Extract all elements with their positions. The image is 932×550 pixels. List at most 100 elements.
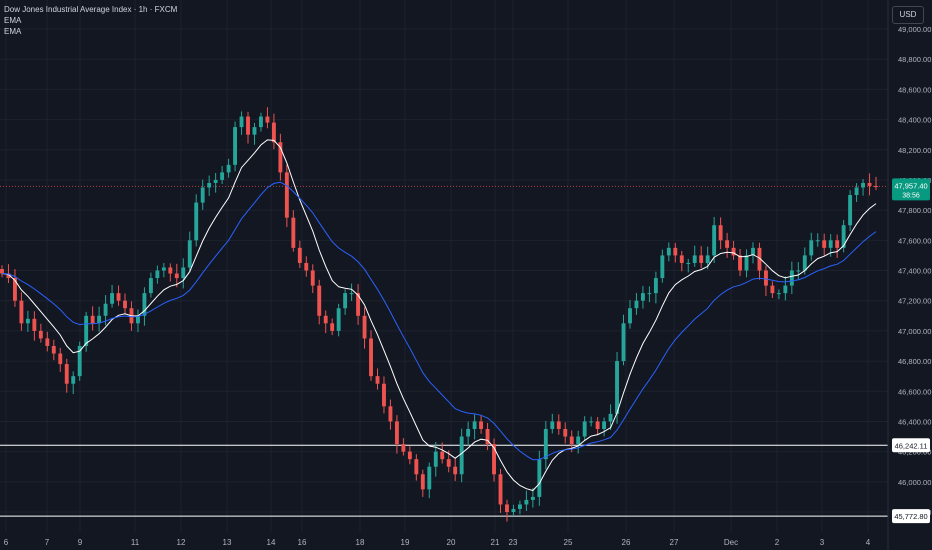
legend-ema-2[interactable]: EMA	[4, 27, 22, 36]
last-price-label: 47,957.40	[894, 181, 927, 190]
candle-body	[789, 270, 794, 286]
candle-body	[103, 303, 108, 316]
candle-body	[310, 270, 315, 286]
legend-title: Dow Jones Industrial Average Index · 1h …	[4, 5, 178, 14]
candle-body	[187, 240, 192, 268]
candle-body	[712, 225, 717, 256]
candle-body	[239, 116, 244, 128]
y-tick-label: 46,600.00	[898, 387, 931, 396]
x-tick-label: 4	[866, 538, 871, 547]
candle-body	[271, 122, 276, 143]
candle-body	[556, 421, 561, 429]
candle-body	[375, 376, 380, 384]
x-tick-label: 18	[356, 538, 365, 547]
candle-body	[770, 285, 775, 294]
candle-body	[569, 436, 574, 445]
x-tick-label: 23	[509, 538, 518, 547]
candle-body	[802, 255, 807, 271]
candle-body	[738, 255, 742, 271]
candle-body	[524, 499, 529, 505]
candle-body	[621, 323, 626, 362]
candle-body	[640, 293, 645, 301]
time-axis: 6 7 9 11 12 13 14 16 18 19 20 21 23 25 26 27 Dec 2 3 4	[4, 538, 871, 547]
candle-body	[284, 172, 289, 218]
candle-body	[874, 185, 878, 187]
candle-body	[686, 262, 691, 264]
price-axis: 45,800.0046,000.0046,200.0046,400.0046,6…	[887, 0, 931, 550]
candle-body	[168, 267, 173, 274]
candle-body	[420, 474, 425, 490]
candle-body	[252, 127, 257, 135]
level-tag-label: 46,242.11	[895, 441, 928, 450]
candle-body	[835, 240, 840, 248]
currency-button[interactable]: USD	[892, 6, 924, 24]
ema-slow-line	[1, 181, 877, 461]
candle-body	[330, 323, 335, 331]
candle-body	[84, 315, 89, 346]
candle-body	[673, 247, 678, 256]
candle-body	[466, 428, 471, 437]
x-tick-label: 7	[45, 538, 50, 547]
candle-body	[116, 293, 121, 301]
candle-body	[265, 116, 270, 123]
candle-body	[537, 459, 542, 497]
candle-body	[492, 444, 496, 475]
legend-ema-1[interactable]: EMA	[4, 16, 22, 25]
candle-body	[751, 247, 755, 256]
y-tick-label: 48,200.00	[898, 146, 931, 155]
candle-body	[796, 270, 801, 272]
candle-body	[356, 293, 361, 316]
candle-body	[867, 182, 872, 186]
candle-body	[485, 428, 490, 445]
candle-body	[602, 421, 607, 429]
candle-body	[757, 247, 762, 271]
candle-body	[453, 466, 458, 475]
candle-body	[679, 255, 684, 263]
candle-body	[297, 247, 302, 263]
candle-body	[71, 376, 76, 384]
candle-body	[45, 338, 50, 346]
candle-body	[815, 240, 820, 242]
candle-body	[220, 172, 225, 180]
candle-body	[32, 318, 37, 331]
candle-body	[841, 225, 846, 248]
x-tick-label: Dec	[724, 538, 738, 547]
y-tick-label: 46,400.00	[898, 417, 931, 426]
candle-body	[148, 278, 153, 294]
candle-body	[530, 496, 535, 500]
candle-body	[744, 255, 749, 271]
candle-body	[388, 406, 393, 422]
candle-body	[828, 240, 833, 248]
candle-body	[608, 413, 613, 422]
candle-body	[174, 273, 179, 279]
x-tick-label: 11	[131, 538, 140, 547]
y-tick-label: 47,200.00	[898, 297, 931, 306]
candle-body	[414, 459, 419, 475]
candle-body	[233, 127, 238, 165]
candle-body	[666, 247, 671, 256]
candle-body	[854, 187, 859, 196]
candle-body	[278, 142, 283, 173]
candle-body	[433, 451, 438, 467]
y-tick-label: 47,400.00	[898, 267, 931, 276]
y-tick-label: 46,800.00	[898, 357, 931, 366]
candle-body	[246, 116, 250, 135]
candle-body	[0, 268, 4, 274]
candle-body	[628, 308, 632, 324]
candle-body	[194, 202, 199, 241]
candle-body	[207, 182, 212, 188]
candle-body	[459, 436, 464, 475]
candle-body	[505, 504, 509, 512]
candle-body	[200, 187, 205, 203]
candle-body	[576, 436, 581, 445]
y-tick-label: 48,400.00	[898, 116, 931, 125]
ema-lines	[1, 139, 877, 492]
x-tick-label: 21	[491, 538, 500, 547]
candle-body	[582, 421, 587, 437]
y-tick-label: 48,600.00	[898, 85, 931, 94]
y-tick-label: 49,000.00	[898, 25, 931, 34]
x-tick-label: 14	[267, 538, 276, 547]
candle-body	[479, 421, 484, 429]
candle-body	[226, 164, 231, 173]
